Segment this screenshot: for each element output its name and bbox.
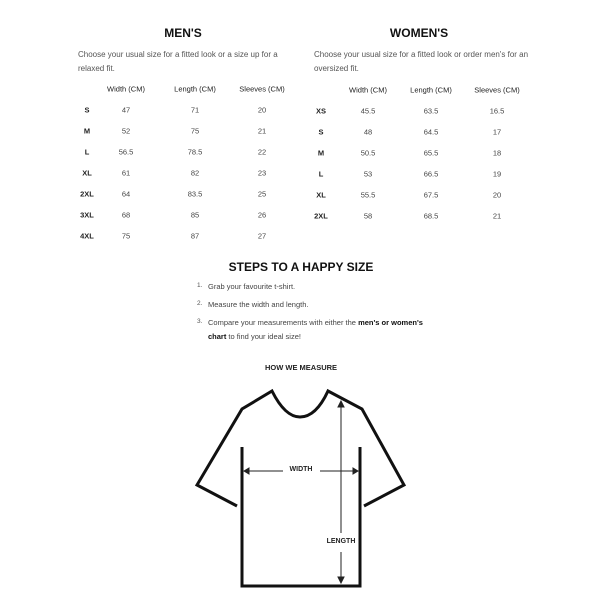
table-cell: 56.5: [118, 147, 134, 157]
step-text: to find your ideal size!: [226, 332, 301, 341]
width-label: WIDTH: [289, 466, 313, 473]
size-label: S: [318, 127, 324, 137]
table-cell: 48: [363, 127, 373, 137]
table-cell: 85: [190, 210, 200, 220]
column-header: Sleeves (CM): [474, 85, 520, 95]
table-cell: 64: [121, 189, 131, 199]
size-label: M: [317, 148, 325, 158]
mens-title: MEN'S: [164, 26, 202, 40]
step-item: Grab your favourite t-shirt.: [208, 282, 296, 291]
size-label: XS: [315, 106, 327, 116]
table-cell: 21: [257, 126, 267, 136]
table-cell: 75: [190, 126, 200, 136]
table-cell: 20: [257, 105, 267, 115]
steps-title: STEPS TO A HAPPY SIZE: [228, 260, 374, 274]
table-cell: 63.5: [423, 106, 439, 116]
table-cell: 26: [257, 210, 267, 220]
table-cell: 68.5: [423, 211, 439, 221]
table-cell: 64.5: [423, 127, 439, 137]
step-bold-text: men's or women's chart: [208, 318, 423, 341]
column-header: Length (CM): [174, 84, 216, 94]
size-label: 2XL: [80, 189, 94, 199]
womens-description: Choose your usual size for a fitted look…: [314, 50, 529, 73]
table-cell: 66.5: [423, 169, 439, 179]
table-cell: 55.5: [360, 190, 376, 200]
table-cell: 25: [257, 189, 267, 199]
length-label: LENGTH: [326, 538, 356, 545]
arrow-head-left: [243, 467, 250, 475]
column-header: Width (CM): [349, 85, 387, 95]
table-cell: 47: [121, 105, 131, 115]
step-text: Compare your measurements with either th…: [208, 318, 359, 327]
table-cell: 82: [190, 168, 200, 178]
table-cell: 87: [190, 231, 200, 241]
size-label: 3XL: [80, 210, 94, 220]
step-number: 3.: [197, 318, 203, 325]
size-label: XL: [82, 168, 92, 178]
table-cell: 16.5: [489, 106, 505, 116]
table-cell: 27: [257, 231, 267, 241]
table-cell: 78.5: [187, 147, 203, 157]
size-label: XL: [316, 190, 326, 200]
table-cell: 17: [492, 127, 502, 137]
table-cell: 58: [363, 211, 373, 221]
table-cell: 22: [257, 147, 267, 157]
size-label: 2XL: [314, 211, 328, 221]
table-cell: 65.5: [423, 148, 439, 158]
column-header: Sleeves (CM): [239, 84, 285, 94]
table-cell: 18: [492, 148, 502, 158]
measure-title: HOW WE MEASURE: [264, 363, 338, 372]
arrow-head-up: [337, 399, 345, 408]
table-cell: 21: [492, 211, 502, 221]
size-label: M: [83, 126, 91, 136]
table-cell: 67.5: [423, 190, 439, 200]
table-cell: 61: [121, 168, 131, 178]
table-cell: 53: [363, 169, 373, 179]
womens-title: WOMEN'S: [389, 26, 449, 40]
table-cell: 75: [121, 231, 131, 241]
table-cell: 68: [121, 210, 131, 220]
table-cell: 71: [190, 105, 200, 115]
step-item: Measure the width and length.: [208, 300, 309, 309]
shirt-top-outline: [194, 388, 407, 508]
size-label: L: [84, 147, 90, 157]
table-cell: 45.5: [360, 106, 376, 116]
table-cell: 52: [121, 126, 131, 136]
size-label: L: [318, 169, 324, 179]
table-cell: 20: [492, 190, 502, 200]
step-item: Compare your measurements with either th…: [208, 316, 423, 344]
arrow-head-right: [352, 467, 359, 475]
table-cell: 19: [492, 169, 502, 179]
shirt-outline: [240, 447, 362, 588]
column-header: Width (CM): [107, 84, 145, 94]
size-label: S: [84, 105, 90, 115]
size-label: 4XL: [80, 231, 94, 241]
step-number: 1.: [197, 282, 203, 289]
table-cell: 83.5: [187, 189, 203, 199]
table-cell: 23: [257, 168, 267, 178]
table-cell: 50.5: [360, 148, 376, 158]
step-number: 2.: [197, 300, 203, 307]
arrow-head-down: [337, 576, 345, 585]
mens-description: Choose your usual size for a fitted look…: [78, 50, 278, 73]
column-header: Length (CM): [410, 85, 452, 95]
